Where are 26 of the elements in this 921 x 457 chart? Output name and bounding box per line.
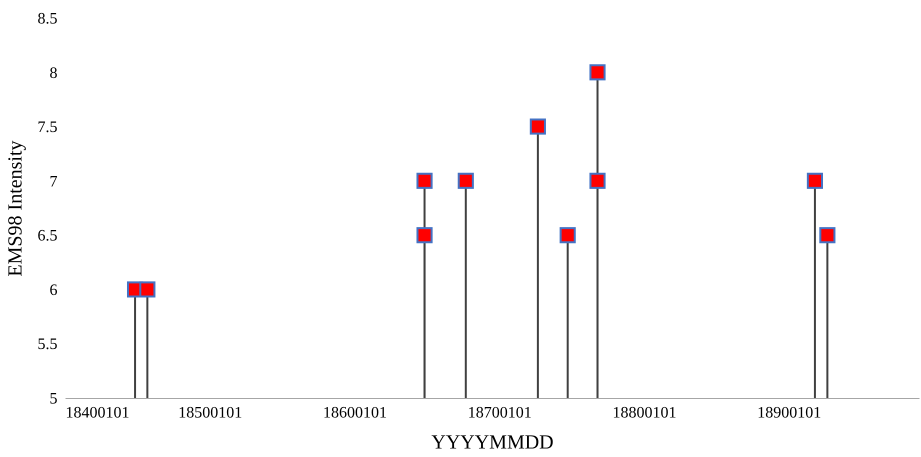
point: [530, 118, 546, 135]
y-tick-label: 5: [50, 390, 58, 408]
y-tick-label: 6.5: [38, 228, 58, 245]
y-tick-label: 5.5: [38, 336, 58, 354]
y-tick-label: 6: [50, 282, 58, 299]
y-axis-title: EMS98 Intensity: [4, 140, 26, 277]
point: [589, 64, 606, 80]
x-tick-label: 18700101: [468, 404, 532, 422]
x-axis-title: YYYYMMDD: [431, 432, 554, 454]
point: [458, 172, 474, 189]
y-tick-label: 8: [50, 64, 58, 82]
point: [416, 172, 433, 189]
y-tick-label: 7.5: [38, 119, 58, 136]
x-tick-label: 18900101: [757, 404, 822, 422]
x-tick-label: 18800101: [612, 404, 676, 422]
x-tick-label: 18400101: [66, 404, 130, 422]
point: [139, 281, 156, 298]
y-tick-label: 8.5: [38, 10, 58, 28]
point: [589, 172, 606, 189]
point: [806, 172, 823, 189]
point: [416, 227, 433, 244]
x-tick-label: 18600101: [322, 404, 387, 422]
point: [819, 227, 836, 244]
x-tick-label: 18500101: [178, 404, 242, 422]
y-tick-label: 7: [50, 173, 58, 190]
point: [560, 227, 576, 244]
